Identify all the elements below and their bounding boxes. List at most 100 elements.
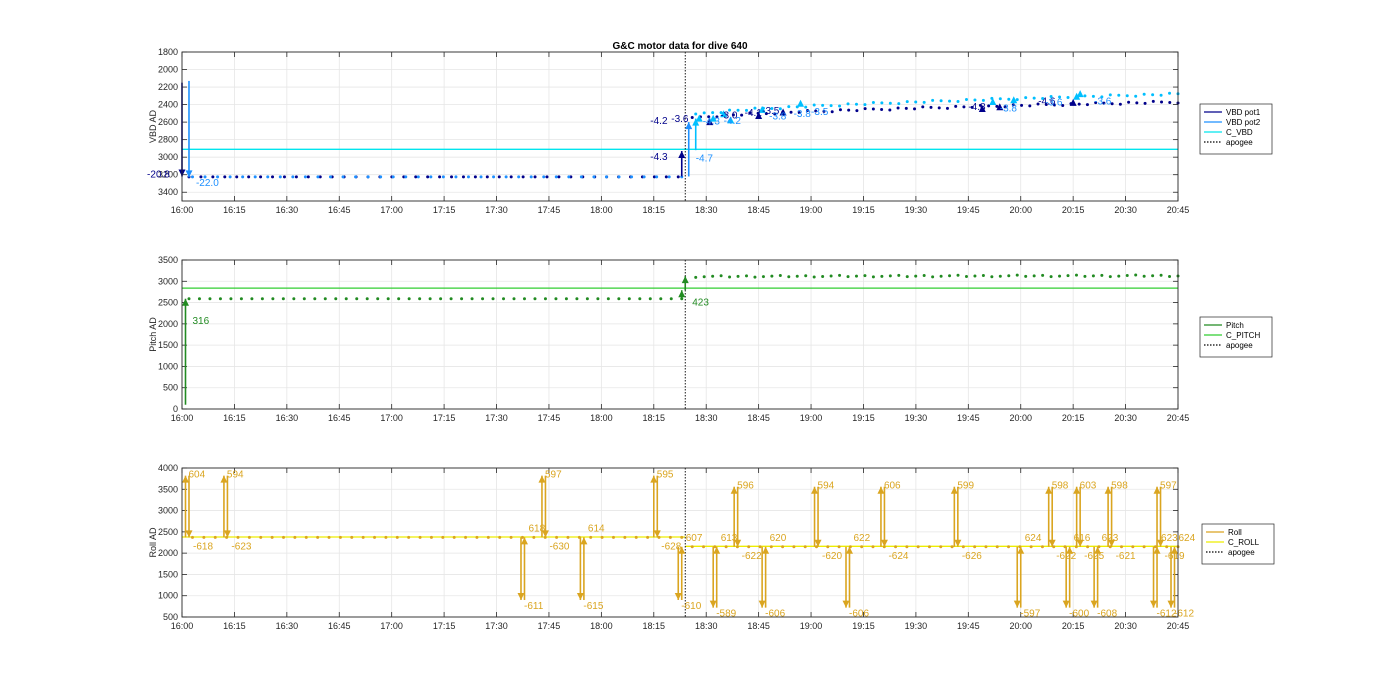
series-point-vbd-pot2 (479, 175, 483, 179)
y-axis-label: Roll AD (148, 527, 158, 558)
legend-box (1199, 316, 1273, 358)
roll-return-arrow-head (520, 537, 528, 545)
series-point-vbd-pot2 (429, 175, 433, 179)
rate-annotation: -3.8 (769, 111, 787, 122)
rate-annotation: -3.8 (1000, 104, 1018, 115)
series-point-pitch (659, 297, 663, 301)
roll-peak-label: -600 (1069, 609, 1089, 620)
roll-return-label: -620 (822, 551, 842, 562)
x-tick-label: 20:30 (1114, 621, 1137, 631)
x-tick-label: 19:45 (957, 621, 980, 631)
legend-box (1201, 523, 1275, 565)
x-tick-label: 16:30 (276, 621, 299, 631)
series-point-roll (713, 545, 717, 549)
move-marker (720, 110, 728, 118)
series-point-roll (623, 535, 627, 539)
series-point-pitch (1134, 273, 1138, 277)
series-point-roll (961, 545, 965, 549)
series-point-vbd-pot1 (1160, 100, 1164, 104)
roll-return-arrow-head (713, 546, 721, 554)
roll-move-arrow-head (811, 486, 819, 494)
x-tick-label: 18:30 (695, 205, 718, 215)
roll-move-arrow-head (1062, 600, 1070, 608)
series-point-pitch (260, 297, 264, 301)
series-point-pitch (522, 297, 526, 301)
series-point-pitch (197, 297, 201, 301)
series-point-roll (190, 535, 194, 539)
y-tick-label: 3200 (158, 170, 178, 180)
series-point-pitch (1091, 274, 1095, 278)
y-tick-label: 1800 (158, 47, 178, 57)
x-tick-label: 18:45 (747, 413, 770, 423)
axes-frame (181, 467, 1179, 618)
series-point-pitch (250, 297, 254, 301)
series-point-pitch (897, 273, 901, 277)
series-point-vbd-pot2 (702, 111, 706, 115)
roll-return-label: 613 (721, 533, 738, 544)
roll-peak-label: 604 (188, 470, 205, 481)
series-point-vbd-pot1 (731, 113, 735, 117)
series-point-roll (350, 535, 354, 539)
series-point-vbd-pot1 (822, 109, 826, 113)
series-point-vbd-pot1 (1143, 101, 1147, 105)
series-point-pitch (407, 297, 411, 301)
series-point-pitch (669, 297, 673, 301)
series-point-vbd-pot1 (1151, 99, 1155, 103)
series-point-vbd-pot2 (694, 112, 698, 116)
roll-return-arrow-head (1066, 546, 1074, 554)
y-axis-label: VBD AD (148, 109, 158, 143)
series-point-pitch (888, 274, 892, 278)
roll-return-label: -624 (888, 551, 908, 562)
legend-entry-label: Pitch (1226, 321, 1244, 330)
move-marker (1010, 96, 1018, 104)
rate-annotation: -3.5 (762, 106, 780, 117)
series-point-vbd-pot2 (492, 175, 496, 179)
series-point-vbd-pot2 (863, 103, 867, 107)
rate-annotation: -3.5 (811, 107, 829, 118)
roll-move-arrow-head (1104, 486, 1112, 494)
series-point-roll (894, 545, 898, 549)
series-point-vbd-pot2 (241, 175, 245, 179)
series-point-vbd-pot2 (366, 175, 370, 179)
figure-title: G&C motor data for dive 640 (612, 41, 747, 52)
series-point-pitch (428, 297, 432, 301)
series-point-vbd-pot1 (676, 175, 680, 179)
roll-return-arrow-head (1076, 539, 1084, 547)
series-point-pitch (770, 274, 774, 278)
series-point-roll (657, 535, 661, 539)
series-point-roll (555, 535, 559, 539)
series-point-vbd-pot2 (216, 175, 220, 179)
series-point-roll (498, 535, 502, 539)
series-point-pitch (702, 275, 706, 279)
series-point-pitch (694, 275, 698, 279)
x-tick-label: 17:15 (433, 621, 456, 631)
series-point-vbd-pot1 (306, 175, 310, 179)
series-point-pitch (627, 297, 631, 301)
series-point-vbd-pot1 (707, 115, 711, 119)
series-point-roll (984, 545, 988, 549)
rate-annotation: -4.2 (724, 116, 742, 127)
series-point-roll (293, 535, 297, 539)
series-point-pitch (787, 275, 791, 279)
series-point-vbd-pot1 (871, 107, 875, 111)
series-point-roll (373, 535, 377, 539)
series-point-roll (589, 535, 593, 539)
series-point-vbd-pot2 (821, 103, 825, 107)
series-point-vbd-pot1 (521, 175, 525, 179)
series-point-vbd-pot2 (291, 175, 295, 179)
series-point-vbd-pot2 (914, 100, 918, 104)
series-point-pitch (1142, 274, 1146, 278)
plot-area (182, 260, 1178, 409)
x-tick-label: 17:15 (433, 413, 456, 423)
series-point-pitch (948, 274, 952, 278)
roll-peak-label: -606 (849, 609, 869, 620)
move-marker (996, 103, 1004, 111)
series-point-pitch (905, 275, 909, 279)
move-marker (989, 97, 997, 105)
x-tick-label: 20:45 (1167, 205, 1190, 215)
rate-annotation: -4.2 (650, 116, 668, 127)
x-tick-label: 19:30 (905, 621, 928, 631)
roll-return-arrow-head (1157, 539, 1165, 547)
